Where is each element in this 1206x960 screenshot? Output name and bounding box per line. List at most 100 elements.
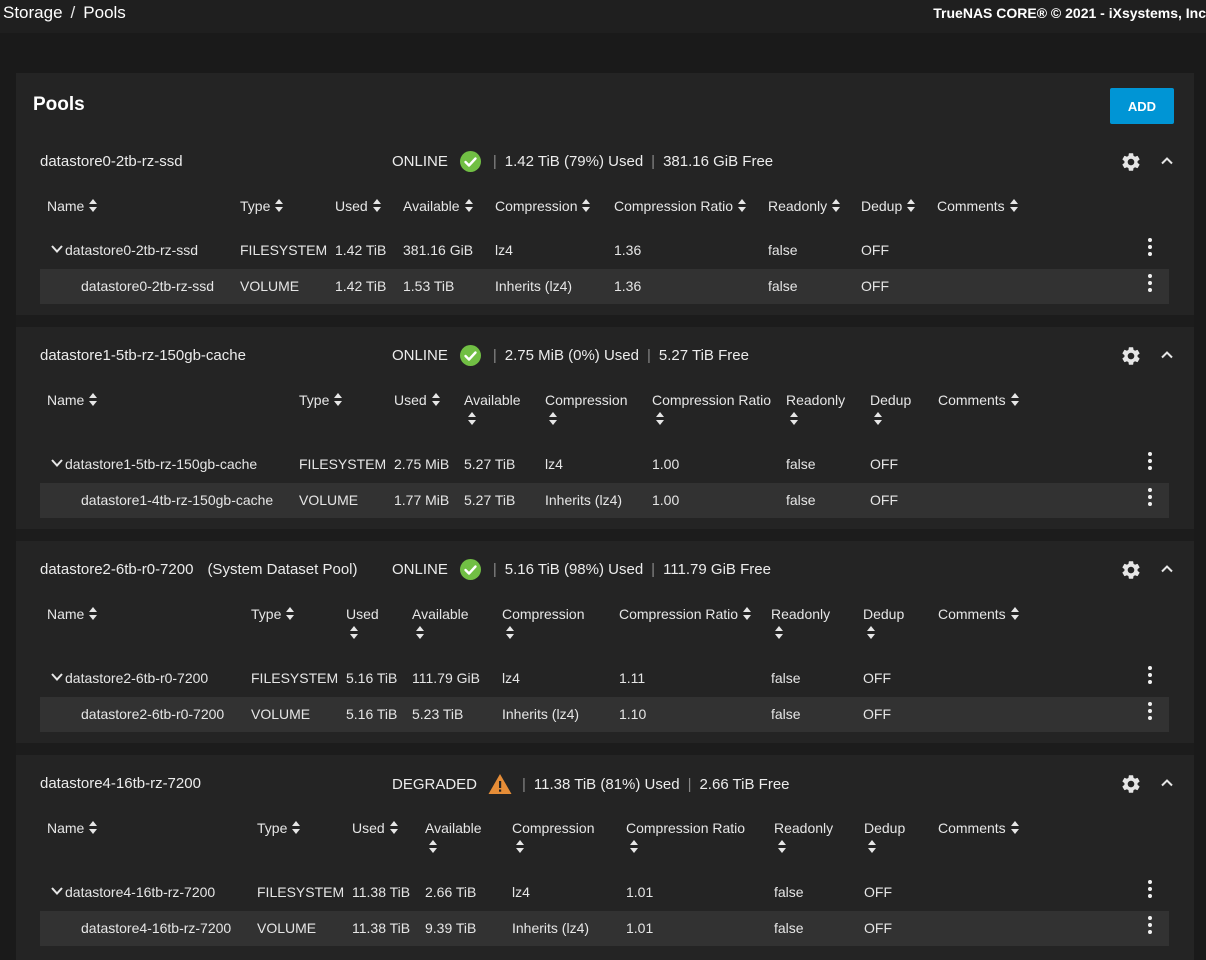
sort-icon[interactable] — [549, 412, 557, 425]
column-header[interactable]: Type — [299, 392, 343, 408]
sort-icon[interactable] — [907, 199, 916, 212]
sort-icon[interactable] — [350, 626, 358, 639]
add-pool-button[interactable]: ADD — [1110, 88, 1174, 124]
column-header[interactable]: Compression — [502, 606, 584, 639]
sort-icon[interactable] — [464, 199, 473, 212]
sort-icon[interactable] — [1010, 821, 1019, 834]
table-row-volume[interactable]: datastore2-6tb-r0-7200 VOLUME 5.16 TiB 5.23… — [40, 697, 1169, 732]
sort-icon[interactable] — [389, 821, 398, 834]
gear-icon[interactable] — [1120, 559, 1142, 581]
sort-icon[interactable] — [656, 412, 664, 425]
column-header[interactable]: Name — [47, 392, 98, 408]
column-header[interactable]: Compression Ratio — [652, 392, 771, 425]
column-header[interactable]: Readonly — [774, 820, 833, 853]
more-vert-icon[interactable] — [1147, 880, 1153, 898]
sort-icon[interactable] — [286, 607, 295, 620]
column-header[interactable]: Dedup — [861, 198, 916, 214]
breadcrumb-storage[interactable]: Storage — [3, 3, 63, 22]
table-row-volume[interactable]: datastore0-2tb-rz-ssd VOLUME 1.42 TiB 1.53 … — [40, 269, 1169, 304]
column-header[interactable]: Name — [47, 198, 98, 214]
column-header[interactable]: Available — [425, 820, 482, 853]
column-header[interactable]: Compression — [495, 198, 591, 214]
sort-icon[interactable] — [334, 393, 343, 406]
column-header[interactable]: Compression Ratio — [626, 820, 745, 853]
table-row-filesystem[interactable]: datastore4-16tb-rz-7200 FILESYSTEM 11.38 T… — [40, 875, 1169, 910]
column-header[interactable]: Dedup — [863, 606, 904, 639]
column-header[interactable]: Name — [47, 820, 98, 836]
column-header[interactable]: Name — [47, 606, 98, 622]
chevron-up-icon[interactable] — [1160, 776, 1174, 790]
sort-icon[interactable] — [292, 821, 301, 834]
sort-icon[interactable] — [1010, 393, 1019, 406]
column-header[interactable]: Used — [335, 198, 381, 214]
column-header[interactable]: Readonly — [768, 198, 841, 214]
sort-icon[interactable] — [275, 199, 284, 212]
sort-icon[interactable] — [790, 412, 798, 425]
chevron-up-icon[interactable] — [1160, 348, 1174, 362]
table-row-filesystem[interactable]: datastore0-2tb-rz-ssd FILESYSTEM 1.42 TiB 3… — [40, 233, 1169, 268]
column-header[interactable]: Available — [464, 392, 521, 425]
sort-icon[interactable] — [738, 199, 747, 212]
column-header[interactable]: Used — [352, 820, 398, 836]
sort-icon[interactable] — [89, 821, 98, 834]
column-header[interactable]: Compression — [512, 820, 594, 853]
sort-icon[interactable] — [868, 840, 876, 853]
column-header[interactable]: Type — [240, 198, 284, 214]
column-header[interactable]: Comments — [938, 606, 1019, 622]
column-header[interactable]: Comments — [938, 820, 1019, 836]
chevron-up-icon[interactable] — [1160, 562, 1174, 576]
column-header[interactable]: Comments — [937, 198, 1018, 214]
column-header[interactable]: Compression — [545, 392, 627, 425]
sort-icon[interactable] — [416, 626, 424, 639]
sort-icon[interactable] — [582, 199, 591, 212]
sort-icon[interactable] — [778, 840, 786, 853]
sort-icon[interactable] — [372, 199, 381, 212]
sort-icon[interactable] — [431, 393, 440, 406]
more-vert-icon[interactable] — [1147, 666, 1153, 684]
column-header[interactable]: Compression Ratio — [619, 606, 752, 622]
sort-icon[interactable] — [743, 607, 752, 620]
sort-icon[interactable] — [89, 607, 98, 620]
column-header[interactable]: Readonly — [771, 606, 830, 639]
chevron-down-icon[interactable] — [51, 459, 63, 467]
sort-icon[interactable] — [832, 199, 841, 212]
column-header[interactable]: Readonly — [786, 392, 845, 425]
column-header[interactable]: Available — [412, 606, 469, 639]
sort-icon[interactable] — [1009, 199, 1018, 212]
column-header[interactable]: Type — [257, 820, 301, 836]
more-vert-icon[interactable] — [1147, 488, 1153, 506]
more-vert-icon[interactable] — [1147, 702, 1153, 720]
sort-icon[interactable] — [1010, 607, 1019, 620]
sort-icon[interactable] — [506, 626, 514, 639]
sort-icon[interactable] — [516, 840, 524, 853]
table-row-filesystem[interactable]: datastore1-5tb-rz-150gb-cache FILESYSTEM 2… — [40, 447, 1169, 482]
table-row-filesystem[interactable]: datastore2-6tb-r0-7200 FILESYSTEM 5.16 TiB… — [40, 661, 1169, 696]
sort-icon[interactable] — [867, 626, 875, 639]
sort-icon[interactable] — [89, 393, 98, 406]
sort-icon[interactable] — [874, 412, 882, 425]
sort-icon[interactable] — [89, 199, 98, 212]
table-row-volume[interactable]: datastore4-16tb-rz-7200 VOLUME 11.38 TiB 9.… — [40, 911, 1169, 946]
column-header[interactable]: Dedup — [870, 392, 911, 425]
sort-icon[interactable] — [630, 840, 638, 853]
chevron-down-icon[interactable] — [51, 245, 63, 253]
chevron-down-icon[interactable] — [51, 673, 63, 681]
gear-icon[interactable] — [1120, 151, 1142, 173]
more-vert-icon[interactable] — [1147, 916, 1153, 934]
sort-icon[interactable] — [775, 626, 783, 639]
column-header[interactable]: Used — [346, 606, 379, 639]
more-vert-icon[interactable] — [1147, 238, 1153, 256]
chevron-up-icon[interactable] — [1160, 154, 1174, 168]
gear-icon[interactable] — [1120, 773, 1142, 795]
chevron-down-icon[interactable] — [51, 887, 63, 895]
more-vert-icon[interactable] — [1147, 274, 1153, 292]
column-header[interactable]: Used — [394, 392, 440, 408]
column-header[interactable]: Dedup — [864, 820, 905, 853]
column-header[interactable]: Comments — [938, 392, 1019, 408]
table-row-volume[interactable]: datastore1-4tb-rz-150gb-cache VOLUME 1.77 … — [40, 483, 1169, 518]
sort-icon[interactable] — [429, 840, 437, 853]
column-header[interactable]: Available — [403, 198, 473, 214]
more-vert-icon[interactable] — [1147, 452, 1153, 470]
sort-icon[interactable] — [468, 412, 476, 425]
column-header[interactable]: Type — [251, 606, 295, 622]
